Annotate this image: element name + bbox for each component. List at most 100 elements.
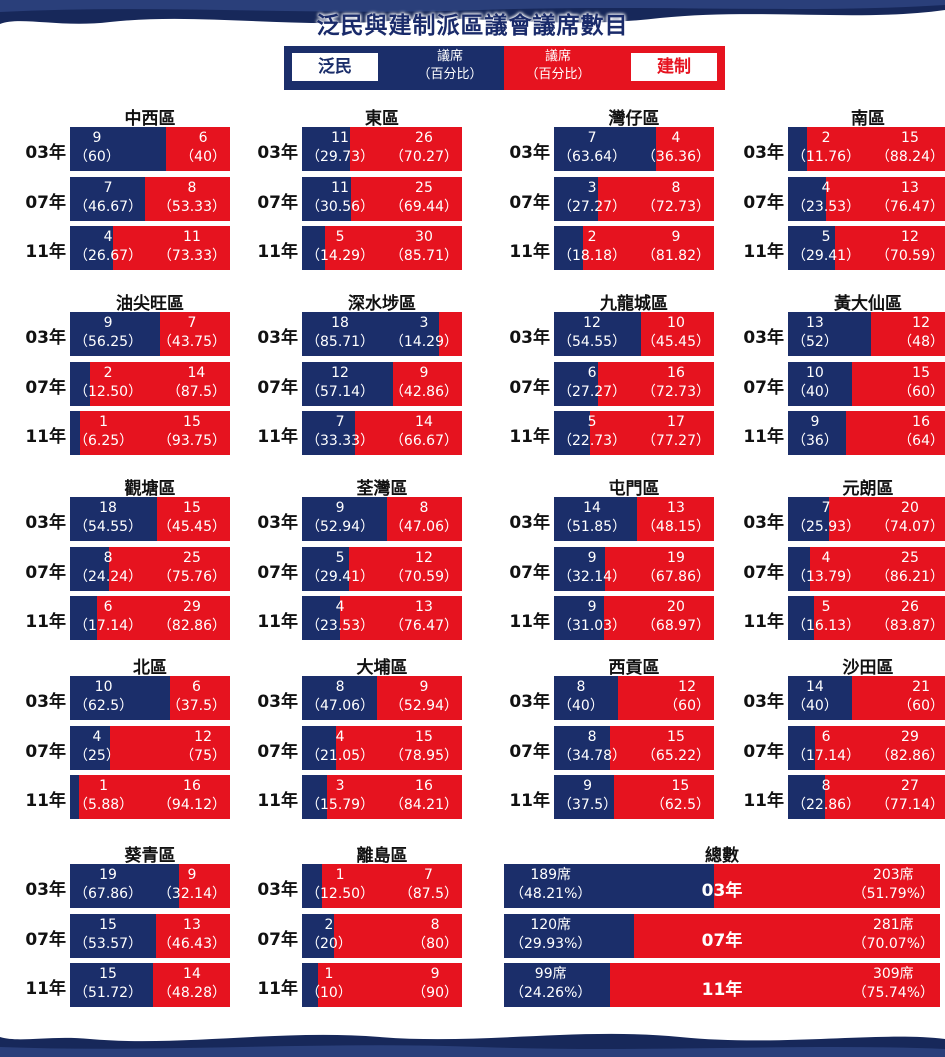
pan-seats: 9 (583, 778, 593, 794)
pan-democrat-label: 14 （51.85） (558, 499, 626, 537)
establishment-percent: （60） (898, 384, 944, 400)
establishment-seats: 7 (187, 315, 197, 331)
pan-democrat-segment (554, 497, 637, 541)
establishment-label: 30 （85.71） (390, 228, 458, 266)
pan-percent: （24.26%） (510, 985, 592, 1001)
district-name: 沙田區 (842, 658, 894, 678)
pan-percent: （14.29） (306, 248, 375, 264)
establishment-seats: 3 (419, 315, 429, 331)
pan-democrat-segment (302, 596, 340, 640)
establishment-label: 13 （46.43） (158, 916, 226, 954)
year-label: 03年 (743, 692, 784, 712)
pan-democrat-label: 13 （52） (792, 314, 838, 352)
establishment-label: 15 （45.45） (158, 499, 226, 537)
district-name: 葵青區 (124, 846, 176, 866)
pan-democrat-segment (302, 411, 356, 455)
pan-seats: 4 (103, 229, 113, 245)
pan-percent: （85.71） (306, 334, 375, 350)
establishment-seats: 12 (901, 229, 919, 245)
establishment-label: 20 （74.07） (876, 499, 944, 537)
year-label: 11年 (257, 427, 298, 447)
pan-seats: 12 (583, 315, 601, 331)
establishment-label: 25 （75.76） (158, 549, 226, 587)
pan-democrat-label: 1 （12.50） (306, 866, 374, 904)
seat-bar: 5 （22.73） 17 （77.27） (554, 411, 714, 455)
establishment-percent: （66.67） (389, 433, 458, 449)
year-label: 07年 (743, 742, 784, 762)
pan-percent: （29.93%） (510, 936, 592, 952)
seat-bar: 12 （54.55） 10 （45.45） (554, 312, 714, 356)
pan-seats: 5 (335, 550, 345, 566)
seat-bar: 1 （12.50） 7 （87.5） (302, 864, 462, 908)
pan-democrat-label: 8 （40） (558, 678, 604, 716)
year-label: 07年 (25, 742, 66, 762)
pan-democrat-segment (302, 127, 350, 171)
establishment-seats: 7 (423, 867, 433, 883)
establishment-label: 10 （45.45） (642, 314, 710, 352)
establishment-label: 8 （53.33） (158, 179, 226, 217)
pan-percent: （26.67） (74, 248, 143, 264)
pan-seats: 3 (335, 778, 345, 794)
pan-democrat-label: 4 （21.05） (306, 728, 374, 766)
establishment-label: 21 （60） (898, 678, 944, 716)
pan-seats: 6 (821, 729, 831, 745)
year-label: 11年 (701, 980, 743, 1000)
establishment-seats: 6 (198, 130, 208, 146)
year-label: 07年 (701, 931, 743, 951)
legend-pan-sub: 議席 （百分比） (417, 49, 483, 82)
establishment-percent: （94.12） (157, 797, 226, 813)
pan-percent: （46.67） (74, 199, 143, 215)
pan-democrat-label: 4 （23.53） (306, 598, 374, 636)
pan-seats: 11 (331, 130, 349, 146)
establishment-percent: （51.79%） (852, 886, 934, 902)
pan-seats: 15 (99, 966, 117, 982)
establishment-label: 309席 （75.74%） (853, 965, 934, 1003)
pan-democrat-segment (788, 411, 846, 455)
seat-bar: 4 （23.53） 13 （76.47） (788, 177, 945, 221)
year-label: 03年 (257, 880, 298, 900)
year-label: 07年 (509, 563, 550, 583)
establishment-label: 15 （62.5） (651, 777, 710, 815)
establishment-label: 16 （72.73） (642, 364, 710, 402)
establishment-label: 4 （36.36） (642, 129, 710, 167)
pan-democrat-label: 10 （62.5） (74, 678, 133, 716)
year-label: 03年 (25, 880, 66, 900)
establishment-percent: （65.22） (641, 748, 710, 764)
pan-seats: 5 (821, 599, 831, 615)
establishment-label: 26 （70.27） (390, 129, 458, 167)
pan-percent: （23.53） (792, 199, 861, 215)
pan-democrat-label: 5 （14.29） (306, 228, 374, 266)
pan-democrat-segment (70, 963, 153, 1007)
establishment-seats: 16 (912, 414, 930, 430)
establishment-percent: （74.07） (875, 519, 944, 535)
pan-percent: （47.06） (306, 698, 375, 714)
seat-bar: 4 （26.67） 11 （73.33） (70, 226, 230, 270)
establishment-percent: （60） (898, 698, 944, 714)
legend-est-sub: 議席 （百分比） (525, 49, 591, 82)
establishment-percent: （43.75） (157, 334, 226, 350)
establishment-seats: 26 (415, 130, 433, 146)
seat-bar: 9 （36） 16 （64） (788, 411, 945, 455)
pan-democrat-segment (788, 775, 825, 819)
pan-seats: 2 (103, 365, 113, 381)
seat-bar: 3 （27.27） 8 （72.73） (554, 177, 714, 221)
pan-seats: 7 (587, 130, 597, 146)
pan-seats: 9 (92, 130, 102, 146)
pan-seats: 1 (99, 778, 109, 794)
year-label: 11年 (25, 791, 66, 811)
establishment-percent: （67.86） (641, 569, 710, 585)
establishment-label: 12 （60） (664, 678, 710, 716)
establishment-percent: （73.33） (157, 248, 226, 264)
establishment-seats: 14 (183, 966, 201, 982)
establishment-percent: （45.45） (157, 519, 226, 535)
seat-bar: 5 （29.41） 12 （70.59） (788, 226, 945, 270)
district-name: 深水埗區 (348, 294, 416, 314)
pan-percent: （37.5） (558, 797, 618, 813)
pan-democrat-segment (504, 914, 635, 958)
pan-democrat-label: 1 （10） (306, 965, 352, 1003)
year-label: 03年 (743, 328, 784, 348)
pan-democrat-segment (302, 497, 387, 541)
establishment-seats: 12 (912, 315, 930, 331)
establishment-label: 16 （64） (898, 413, 944, 451)
pan-democrat-label: 2 （18.18） (558, 228, 626, 266)
